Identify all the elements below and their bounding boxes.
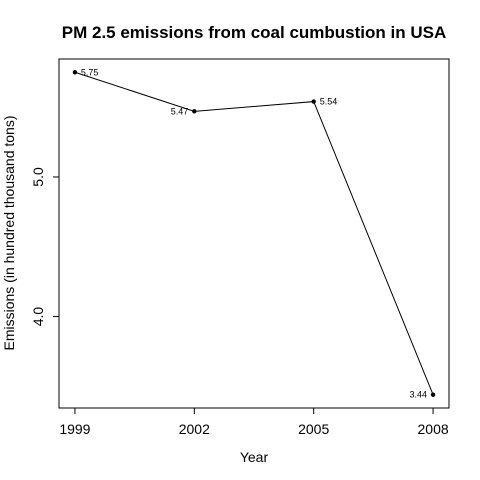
series-line: 5.75 5.47 5.54 3.44 — [72, 67, 436, 400]
data-point — [192, 109, 197, 114]
x-tick-label: 2002 — [179, 421, 210, 437]
y-axis: 4.0 5.0 — [30, 167, 59, 326]
x-tick-label: 2005 — [298, 421, 329, 437]
data-point — [72, 70, 78, 75]
data-label: 5.75 — [81, 67, 99, 77]
data-point — [311, 99, 316, 104]
x-tick-label: 2008 — [418, 421, 449, 437]
y-axis-label: Emissions (in hundred thousand tons) — [1, 115, 17, 350]
x-tick-label: 1999 — [59, 421, 90, 437]
y-tick-label: 5.0 — [30, 167, 46, 187]
x-axis-label: Year — [240, 449, 269, 465]
x-axis: 1999 2002 2005 2008 — [59, 408, 449, 437]
y-tick-label: 4.0 — [30, 307, 46, 327]
data-label: 5.54 — [320, 97, 338, 107]
series-path — [74, 71, 434, 395]
plot-frame — [58, 58, 450, 409]
data-label: 5.47 — [171, 106, 189, 116]
data-point — [430, 392, 436, 397]
chart-title: PM 2.5 emissions from coal cumbustion in… — [62, 23, 446, 42]
data-label: 3.44 — [410, 390, 428, 400]
